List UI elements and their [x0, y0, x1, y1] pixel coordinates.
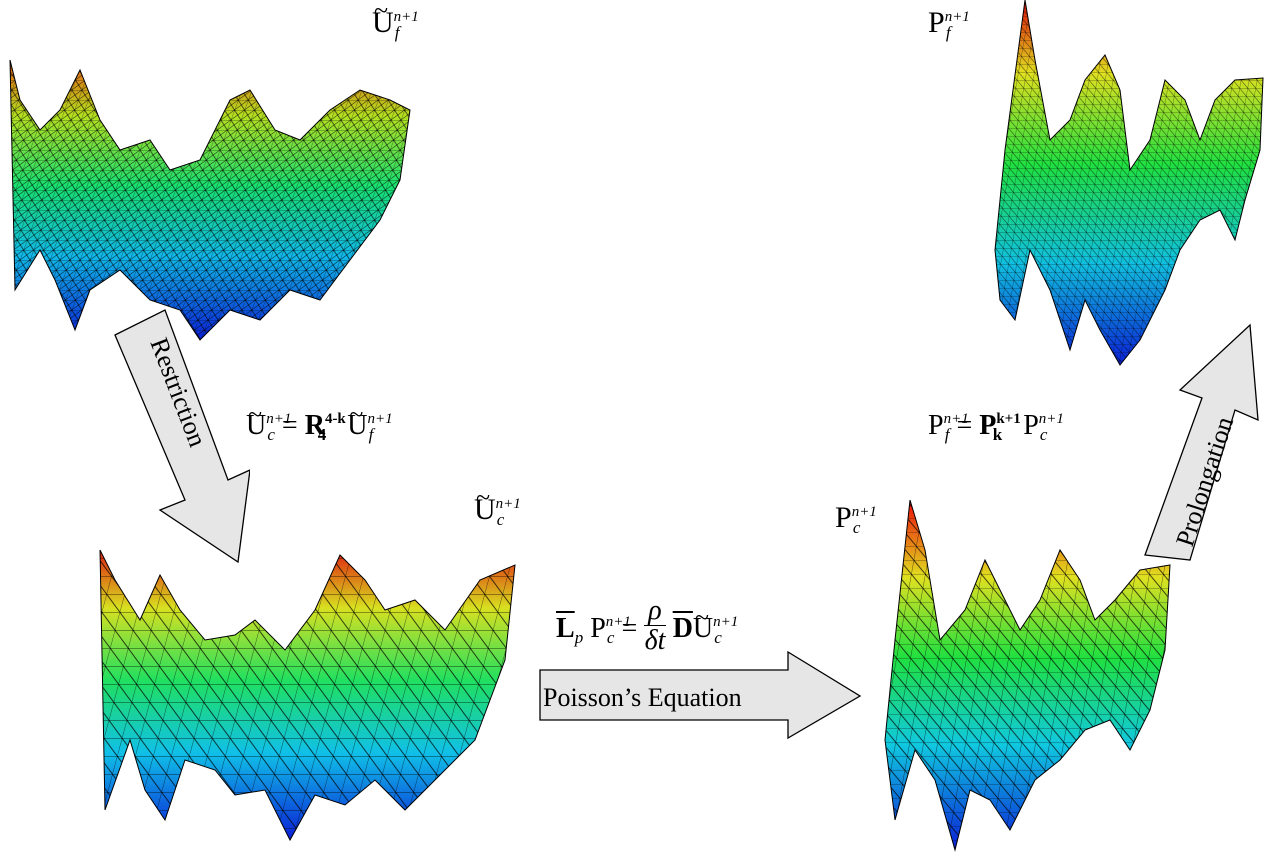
prolongation-arrow: Prolongation [1144, 323, 1259, 561]
surface-velocity-fine [9, 59, 411, 341]
label-pressure-coarse: Pn+1c [835, 501, 877, 537]
poisson-label: Poisson’s Equation [543, 683, 742, 712]
surface-velocity-coarse [99, 549, 516, 842]
poisson-arrow: Poisson’s Equation [539, 650, 862, 740]
label-pressure-fine: Pn+1f [928, 6, 970, 42]
label-velocity-fine: U ~ n+1f [372, 0, 419, 42]
equation-poisson: Lp Pn+1c = ρ δt DU ~ n+1c [556, 595, 739, 657]
restriction-arrow: Restriction [114, 309, 250, 564]
equation-restriction: U ~ n+1c = R4-k4 U ~ n+1f [246, 400, 393, 444]
surface-pressure-fine [994, 0, 1264, 366]
equation-prolongation: Pn+1f = Pk+1k Pn+1c [928, 410, 1064, 444]
label-velocity-coarse: U ~ n+1c [474, 483, 521, 529]
surface-pressure-coarse [884, 499, 1171, 852]
